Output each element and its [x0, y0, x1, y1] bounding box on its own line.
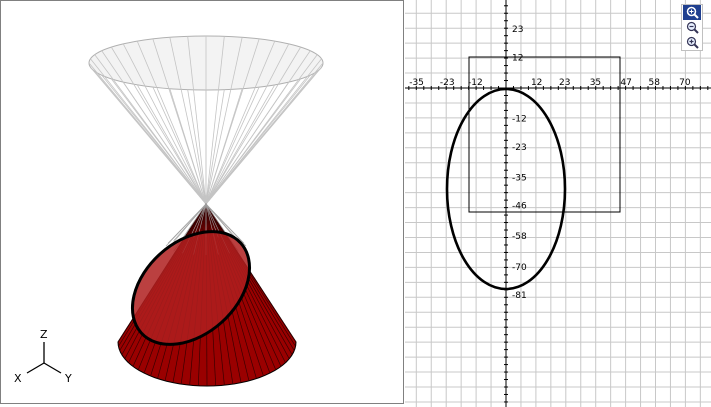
cone-ruling [205, 38, 260, 205]
3d-cone-canvas[interactable]: Z X Y [1, 1, 403, 403]
y-axis-label: Y [64, 372, 72, 385]
cone-ruling [205, 89, 225, 205]
y-tick-label: -58 [512, 232, 527, 242]
y-tick-label: 12 [512, 53, 523, 63]
cone-ruling [205, 86, 260, 205]
cone-ruling [111, 46, 207, 205]
surface-ruling [205, 203, 297, 343]
cone-ruling [169, 37, 207, 205]
cone-ruling [152, 86, 207, 205]
z-axis-label: Z [40, 328, 48, 341]
x-tick-label: 58 [648, 78, 660, 88]
y-tick-label: -23 [512, 143, 527, 153]
x-tick-label: 12 [531, 78, 542, 88]
conic-section-ellipse [130, 230, 252, 346]
cone-ruling [205, 54, 318, 205]
y-tick-label: -81 [512, 291, 527, 301]
y-tick-label: 23 [512, 25, 523, 35]
3d-view-panel[interactable]: Z X Y [0, 0, 404, 404]
cone-ruling [187, 36, 207, 205]
upper-cone-wireframe [88, 35, 324, 205]
cone-ruling [101, 50, 207, 205]
cone-ruling [205, 43, 290, 205]
view-window-rect [468, 56, 621, 213]
zoom-out-button[interactable] [683, 20, 701, 35]
cone-ruling [136, 41, 207, 205]
x-tick-label: 35 [590, 78, 601, 88]
cone-ruling [205, 46, 301, 205]
grid-lines [405, 0, 711, 407]
2d-graph-canvas[interactable]: -35 -23 -12 12 23 35 47 58 70 23 12 -12 -23 -35 -46 -5… [405, 0, 711, 407]
x-tick-label: 47 [620, 78, 631, 88]
axes [405, 0, 711, 407]
pan-zoom-button[interactable] [683, 5, 701, 20]
pan-zoom-icon [686, 6, 699, 19]
x-tick-label: 23 [559, 78, 570, 88]
cone-ruling [94, 54, 207, 205]
section-ellipse-curve [445, 87, 567, 291]
cone-ruling [152, 38, 207, 205]
x-tick-label: -23 [440, 78, 455, 88]
surface-ruling [205, 203, 296, 347]
y-tick-label: -35 [512, 173, 527, 183]
y-tick-label: -12 [512, 115, 527, 125]
zoom-in-button[interactable] [683, 35, 701, 50]
cone-ruling [205, 58, 322, 205]
cone-ruling [205, 50, 311, 205]
zoom-toolbar [681, 4, 703, 51]
cone-ruling [122, 43, 207, 205]
x-axis-label: X [14, 372, 22, 385]
2d-graph-panel[interactable]: -35 -23 -12 12 23 35 47 58 70 23 12 -12 -23 -35 -46 -5… [405, 0, 711, 407]
section-ellipse-shape [130, 230, 252, 346]
cone-ruling [205, 36, 225, 205]
cone-ruling [88, 62, 207, 205]
zoom-in-icon [686, 36, 699, 49]
x-axis-ticks: -35 -23 -12 12 23 35 47 58 70 [409, 78, 691, 88]
y-tick-label: -46 [512, 202, 527, 212]
cone-ruling [205, 41, 276, 205]
axis-triad: Z X Y [14, 328, 72, 385]
y-axis-ticks: 23 12 -12 -23 -35 -46 -58 -70 -81 [512, 25, 527, 301]
x-tick-label: -35 [409, 78, 424, 88]
cone-ruling [90, 58, 207, 205]
cone-ruling [136, 84, 207, 205]
x-tick-label: 70 [679, 78, 691, 88]
x-tick-label: -12 [468, 78, 483, 88]
cone-ruling [187, 89, 207, 205]
zoom-out-icon [686, 21, 699, 34]
cone-ruling [205, 71, 318, 205]
y-tick-label: -70 [512, 263, 527, 273]
cone-ruling [205, 84, 276, 205]
cone-ruling [205, 37, 243, 205]
